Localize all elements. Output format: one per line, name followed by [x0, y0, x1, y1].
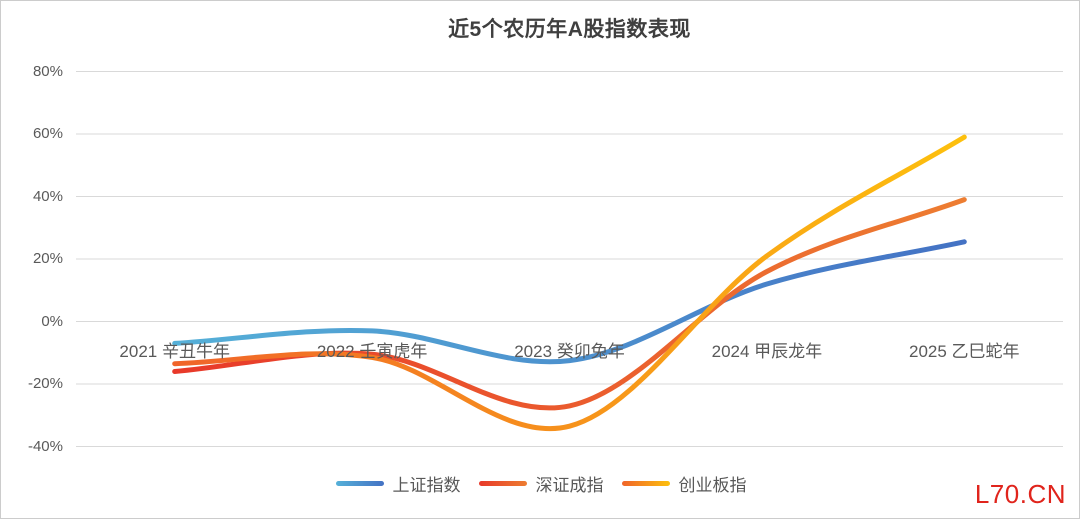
y-axis-tick-label: 80%: [32, 62, 63, 80]
y-axis-tick-label: 0%: [41, 312, 63, 330]
y-axis-tick-label: 40%: [32, 187, 63, 205]
y-axis-tick-label: -40%: [27, 437, 63, 455]
legend-item-chinext-index: 创业板指: [621, 471, 747, 496]
legend-item-shenzhen-component-index: 深证成指: [478, 471, 604, 496]
watermark: L70.CN: [974, 479, 1066, 509]
series-line-shenzhen-component-index: [172, 197, 967, 411]
legend-item-shanghai-composite-index: 上证指数: [335, 471, 461, 496]
x-axis-category-label: 2024 甲辰龙年: [711, 342, 823, 361]
legend-label: 创业板指: [678, 476, 747, 495]
y-axis-tick-label: -20%: [27, 375, 63, 392]
legend-line-swatch: [621, 481, 670, 486]
series-line-shanghai-composite-index: [172, 239, 967, 365]
series-line-chinext-index: [172, 134, 967, 432]
x-axis-category-label: 2022 壬寅虎年: [316, 342, 428, 361]
x-axis-category-label: 2025 乙巳蛇年: [909, 342, 1020, 361]
legend-line-swatch: [335, 481, 384, 486]
y-axis-tick-label: 20%: [32, 250, 63, 267]
x-axis-category-label: 2021 辛丑牛年: [119, 342, 230, 361]
legend: 上证指数 深证成指 创业板指: [1, 471, 1079, 496]
y-axis-tick-label: 60%: [32, 125, 63, 142]
legend-label: 上证指数: [392, 476, 461, 495]
legend-label: 深证成指: [535, 476, 604, 495]
legend-line-swatch: [478, 481, 527, 486]
chart-title: 近5个农历年A股指数表现: [448, 18, 691, 41]
x-axis-category-label: 2023 癸卯兔年: [514, 342, 625, 361]
